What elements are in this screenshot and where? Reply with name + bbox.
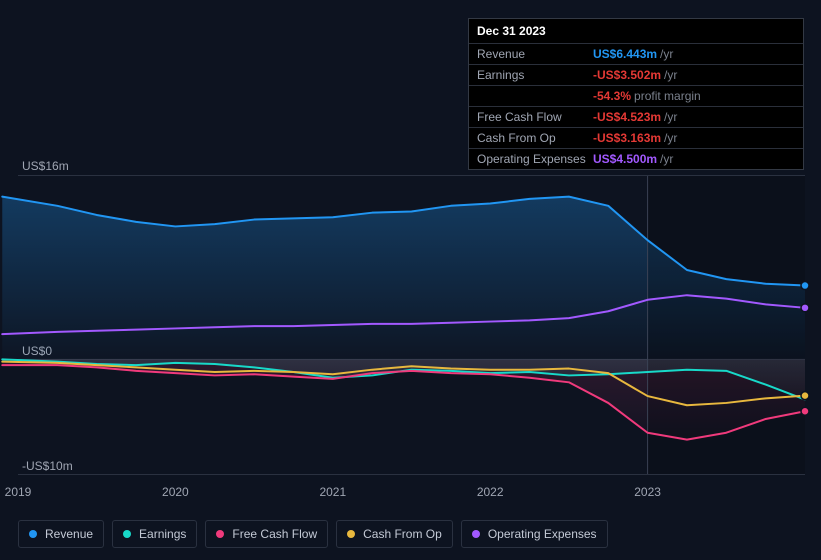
tooltip-row: RevenueUS$6.443m/yr — [469, 44, 803, 65]
tooltip-date: Dec 31 2023 — [469, 19, 803, 44]
legend-item-label: Cash From Op — [363, 527, 442, 541]
chart-tooltip: Dec 31 2023 RevenueUS$6.443m/yrEarnings-… — [468, 18, 804, 170]
x-axis-label: 2023 — [634, 485, 661, 499]
chart-legend: Revenue Earnings Free Cash Flow Cash From O… — [18, 520, 608, 548]
legend-dot-icon — [123, 530, 131, 538]
tooltip-row-extra-text: profit margin — [634, 89, 701, 103]
tooltip-row: Free Cash Flow-US$4.523m/yr — [469, 107, 803, 128]
legend-item-revenue[interactable]: Revenue — [18, 520, 104, 548]
tooltip-row-label: Free Cash Flow — [477, 111, 593, 123]
series-end-dot-cash_from_op[interactable] — [801, 392, 809, 400]
series-end-dot-free_cash_flow[interactable] — [801, 407, 809, 415]
tooltip-row-label: Operating Expenses — [477, 153, 593, 165]
legend-item-label: Earnings — [139, 527, 186, 541]
tooltip-row-value: US$6.443m — [593, 47, 657, 61]
legend-item-label: Revenue — [45, 527, 93, 541]
legend-item-operating_expenses[interactable]: Operating Expenses — [461, 520, 608, 548]
tooltip-row-label: Earnings — [477, 69, 593, 81]
tooltip-row-label: Cash From Op — [477, 132, 593, 144]
legend-dot-icon — [216, 530, 224, 538]
x-axis-label: 2021 — [319, 485, 346, 499]
tooltip-row-label: Revenue — [477, 48, 593, 60]
legend-item-label: Operating Expenses — [488, 527, 597, 541]
tooltip-row-unit: /yr — [664, 110, 677, 124]
tooltip-row: -54.3%profit margin — [469, 86, 803, 107]
tooltip-row-unit: /yr — [664, 68, 677, 82]
x-axis-label: 2019 — [5, 485, 32, 499]
tooltip-row: Earnings-US$3.502m/yr — [469, 65, 803, 86]
x-axis-label: 2020 — [162, 485, 189, 499]
tooltip-row-value: -US$3.163m — [593, 131, 661, 145]
legend-dot-icon — [29, 530, 37, 538]
tooltip-row-extra-value: -54.3% — [593, 89, 631, 103]
tooltip-row: Cash From Op-US$3.163m/yr — [469, 128, 803, 149]
tooltip-row-value: -US$3.502m — [593, 68, 661, 82]
tooltip-row-value: -US$4.523m — [593, 110, 661, 124]
series-end-dot-revenue[interactable] — [801, 282, 809, 290]
tooltip-row: Operating ExpensesUS$4.500m/yr — [469, 149, 803, 169]
plot-area[interactable] — [18, 175, 805, 475]
legend-item-free_cash_flow[interactable]: Free Cash Flow — [205, 520, 328, 548]
legend-dot-icon — [347, 530, 355, 538]
y-axis-label: US$16m — [22, 159, 69, 173]
tooltip-row-unit: /yr — [660, 47, 673, 61]
tooltip-row-unit: /yr — [660, 152, 673, 166]
tooltip-row-value: US$4.500m — [593, 152, 657, 166]
legend-dot-icon — [472, 530, 480, 538]
series-end-dot-operating_expenses[interactable] — [801, 304, 809, 312]
legend-item-label: Free Cash Flow — [232, 527, 317, 541]
future-dim-overlay — [648, 176, 805, 474]
legend-item-earnings[interactable]: Earnings — [112, 520, 197, 548]
x-axis-label: 2022 — [477, 485, 504, 499]
tooltip-row-unit: /yr — [664, 131, 677, 145]
legend-item-cash_from_op[interactable]: Cash From Op — [336, 520, 453, 548]
